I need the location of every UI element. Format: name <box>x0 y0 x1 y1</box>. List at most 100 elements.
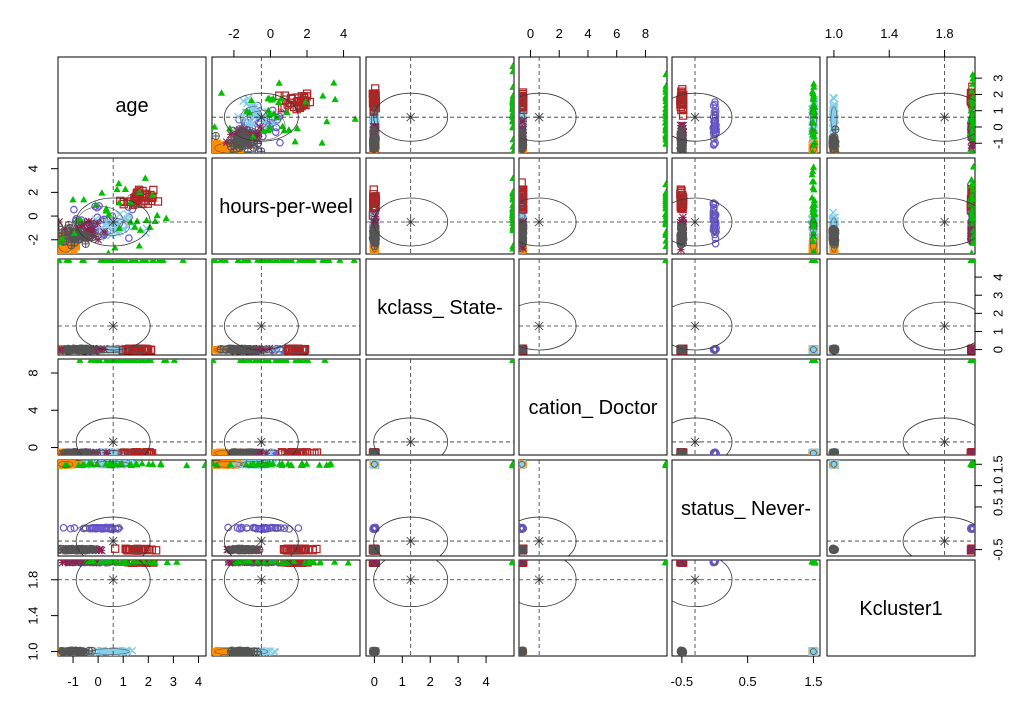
pair-panel <box>57 358 207 456</box>
data-point <box>969 249 975 254</box>
data-point <box>119 359 127 363</box>
data-point <box>712 121 720 129</box>
data-point <box>662 118 667 126</box>
panel-frame <box>365 258 515 356</box>
cluster-ellipse <box>371 142 378 153</box>
data-point <box>146 223 154 231</box>
data-point <box>252 111 261 121</box>
cluster-ellipse <box>678 192 686 207</box>
cluster-ellipse <box>830 217 838 236</box>
data-point <box>967 259 975 263</box>
pair-panel <box>518 258 668 356</box>
data-point <box>509 190 514 197</box>
data-point <box>968 147 975 153</box>
mean-marker <box>108 321 119 332</box>
cluster-ellipse <box>284 449 308 455</box>
data-point <box>677 99 687 108</box>
data-point <box>279 122 287 129</box>
data-point <box>72 460 81 468</box>
data-point <box>234 259 242 263</box>
panel-frame <box>365 56 515 154</box>
cluster-ellipse <box>519 133 526 150</box>
data-point <box>302 89 312 98</box>
data-point <box>290 448 299 455</box>
data-point <box>110 544 120 553</box>
cluster-ellipse <box>371 217 378 236</box>
cluster-ellipse <box>371 449 378 455</box>
data-point <box>509 118 514 125</box>
data-point <box>711 226 719 235</box>
data-point <box>968 99 975 107</box>
data-point <box>810 83 818 90</box>
data-point <box>321 359 329 363</box>
cluster-ellipse <box>678 346 686 353</box>
data-point <box>829 243 837 251</box>
data-point <box>136 345 145 354</box>
pair-panel <box>518 157 668 255</box>
cluster-ellipse <box>371 126 378 147</box>
data-point <box>222 346 230 354</box>
data-point <box>146 359 155 363</box>
data-point <box>146 345 155 354</box>
panel-frame <box>518 358 668 456</box>
cluster-ellipse <box>711 206 719 236</box>
data-point <box>58 546 63 554</box>
data-point <box>810 211 818 218</box>
data-point <box>256 123 265 131</box>
mean-marker <box>256 112 267 123</box>
data-point <box>312 448 322 455</box>
data-point <box>102 523 111 532</box>
data-point <box>509 359 514 363</box>
panel-frame <box>671 358 821 456</box>
data-point <box>809 259 818 263</box>
data-point <box>809 89 817 97</box>
data-point <box>89 225 98 234</box>
data-point <box>969 163 975 170</box>
mean-marker <box>939 436 950 447</box>
cluster-ellipse <box>67 449 99 455</box>
data-point <box>102 204 110 212</box>
cluster-ellipse <box>63 449 88 455</box>
data-point <box>810 80 818 87</box>
data-point <box>676 185 686 194</box>
data-point <box>216 148 224 153</box>
mean-marker <box>256 436 267 447</box>
data-point <box>277 359 286 363</box>
panel-frame <box>826 358 976 456</box>
data-point <box>254 129 263 138</box>
cluster-ellipse <box>678 133 686 150</box>
data-point <box>118 259 127 263</box>
data-point <box>711 104 720 113</box>
data-point <box>245 108 253 116</box>
mean-marker <box>534 217 545 227</box>
data-point <box>828 109 837 119</box>
data-point <box>709 203 718 212</box>
data-point <box>212 449 217 455</box>
data-point <box>331 95 339 103</box>
data-point <box>967 345 975 354</box>
cluster-ellipse <box>371 227 378 243</box>
data-point <box>297 102 306 111</box>
data-point <box>270 110 278 117</box>
data-point <box>129 259 138 263</box>
data-point <box>810 359 818 363</box>
data-point <box>278 259 286 263</box>
data-point <box>145 460 153 467</box>
cluster-ellipse <box>371 192 378 207</box>
data-point <box>283 108 291 115</box>
data-point <box>70 205 78 214</box>
data-point <box>143 216 151 224</box>
data-point <box>662 125 667 133</box>
data-point <box>509 83 514 90</box>
data-point <box>509 113 514 120</box>
data-point <box>309 259 318 263</box>
data-point <box>509 97 514 104</box>
cluster-ellipse <box>240 110 286 141</box>
data-point <box>371 84 380 93</box>
data-point <box>509 196 514 203</box>
pair-panel <box>826 258 976 356</box>
data-point <box>662 130 667 138</box>
pair-panel <box>365 358 515 456</box>
data-point <box>214 449 223 455</box>
data-point <box>136 226 144 233</box>
